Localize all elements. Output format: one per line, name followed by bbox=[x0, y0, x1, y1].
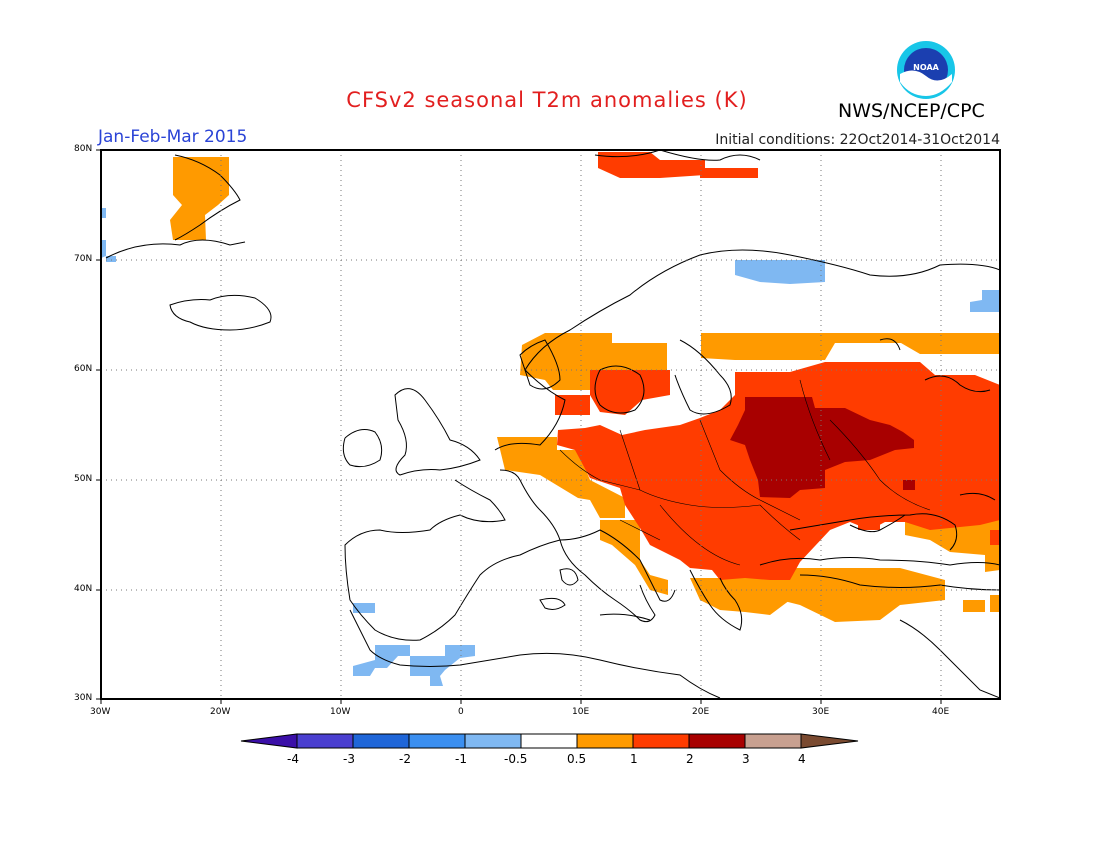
colorbar-label: -1 bbox=[455, 752, 467, 766]
lon-label: 20E bbox=[692, 707, 710, 717]
colorbar-label: -3 bbox=[343, 752, 355, 766]
agency-label: NWS/NCEP/CPC bbox=[838, 100, 985, 122]
weak-warm-anomaly-regions bbox=[170, 157, 1000, 622]
colorbar-label: 2 bbox=[686, 752, 694, 766]
lon-label: 30W bbox=[90, 707, 111, 717]
lat-label: 40N bbox=[74, 584, 93, 594]
colorbar-label: -2 bbox=[399, 752, 411, 766]
colorbar-label: -0.5 bbox=[504, 752, 528, 766]
coastlines bbox=[105, 150, 1000, 699]
lon-label: 0 bbox=[458, 707, 464, 717]
lat-label: 70N bbox=[74, 254, 93, 264]
strong-warm-anomaly-region bbox=[730, 397, 915, 498]
lon-label: 20W bbox=[210, 707, 231, 717]
lon-label: 10W bbox=[330, 707, 351, 717]
lat-label: 60N bbox=[74, 364, 93, 374]
colorbar-label: 4 bbox=[798, 752, 806, 766]
lon-label: 30E bbox=[812, 707, 830, 717]
noaa-logo: NOAA bbox=[897, 41, 955, 99]
colorbar-label: 3 bbox=[742, 752, 750, 766]
svg-text:NOAA: NOAA bbox=[913, 63, 939, 72]
tick-marks bbox=[96, 149, 942, 704]
season-label: Jan-Feb-Mar 2015 bbox=[98, 127, 248, 147]
colorbar-label: -4 bbox=[287, 752, 299, 766]
lat-label: 80N bbox=[74, 144, 93, 154]
weak-cool-anomaly-regions bbox=[101, 208, 1000, 686]
lon-label: 10E bbox=[572, 707, 590, 717]
colorbar-label: 0.5 bbox=[567, 752, 587, 766]
lat-label: 50N bbox=[74, 474, 93, 484]
country-borders bbox=[559, 379, 931, 566]
initial-conditions-label: Initial conditions: 22Oct2014-31Oct2014 bbox=[715, 132, 1000, 148]
anomaly-fields bbox=[101, 152, 1000, 686]
chart-title: CFSv2 seasonal T2m anomalies (K) bbox=[346, 88, 748, 112]
map-frame bbox=[100, 149, 1001, 700]
lat-label: 30N bbox=[74, 693, 93, 703]
lon-label: 40E bbox=[932, 707, 950, 717]
colorbar-label: 1 bbox=[630, 752, 638, 766]
